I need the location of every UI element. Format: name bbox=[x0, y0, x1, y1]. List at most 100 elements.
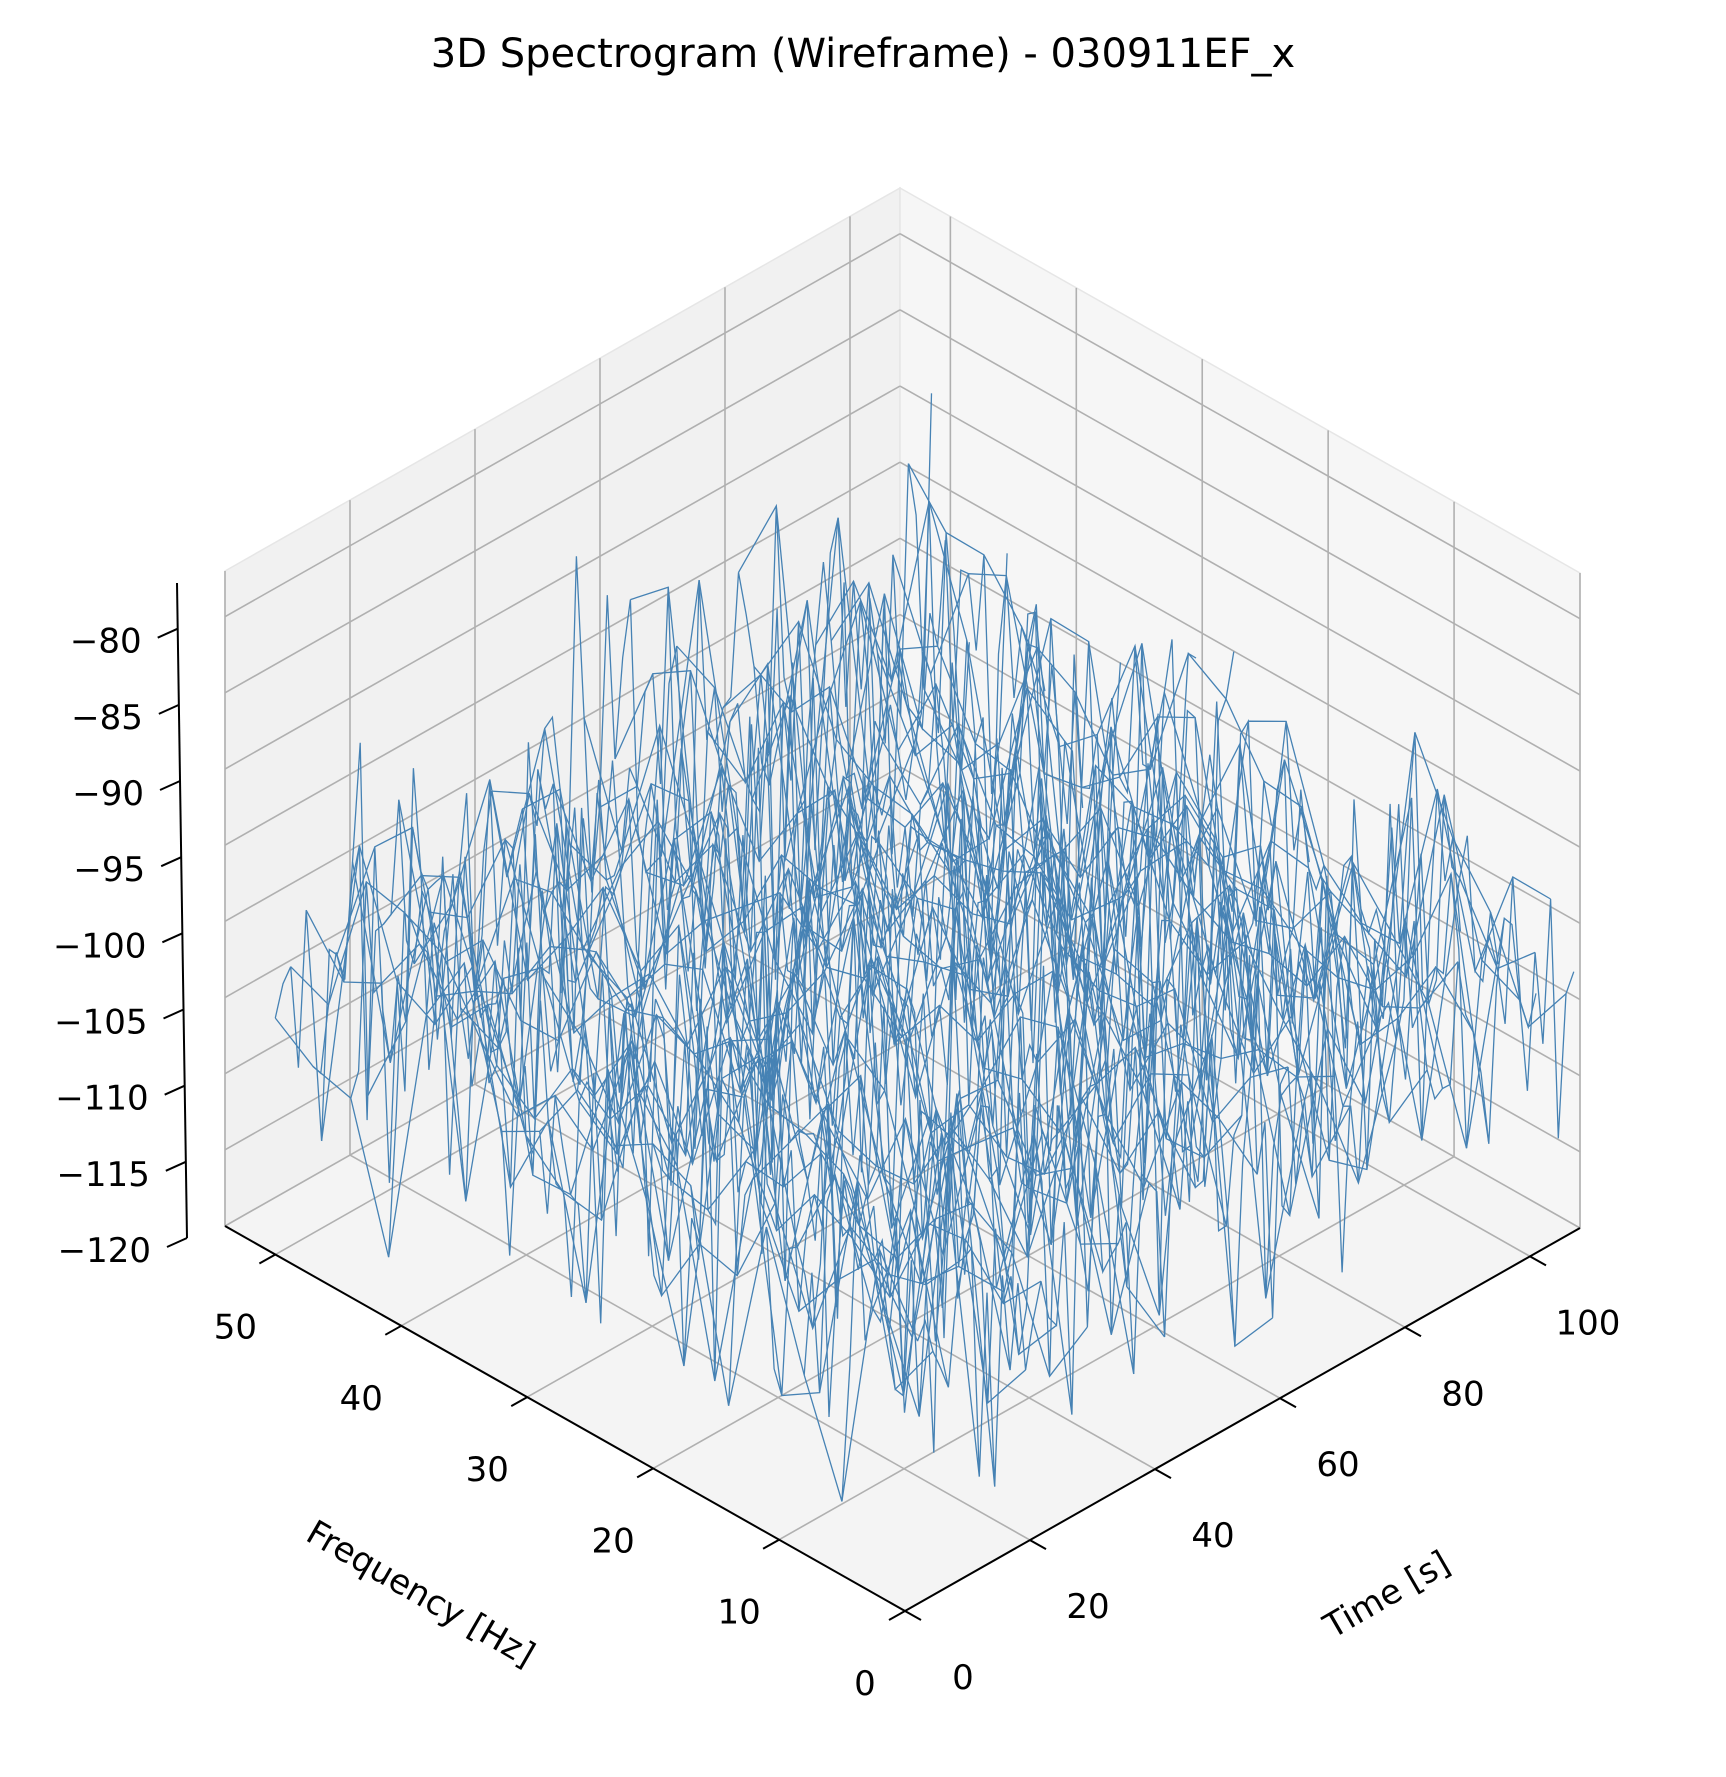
z-tick-label: −120 bbox=[58, 1231, 151, 1271]
z-tick bbox=[165, 1160, 187, 1172]
grid-line-z bbox=[899, 385, 1581, 772]
y-tick bbox=[636, 1467, 654, 1479]
grid-line-y bbox=[778, 1156, 1455, 1541]
y-tick bbox=[258, 1253, 276, 1265]
surface-line-time bbox=[351, 861, 996, 1487]
surface-line-time bbox=[861, 617, 1505, 1149]
wireframe-surface bbox=[274, 393, 1575, 1502]
z-tick-label: −115 bbox=[56, 1155, 149, 1195]
grid-line-z bbox=[224, 385, 901, 770]
surface-line-freq bbox=[539, 643, 1197, 1303]
surface-line-time bbox=[830, 581, 1474, 1046]
surface-line-time bbox=[491, 790, 1135, 1375]
y-tick-label: 40 bbox=[340, 1379, 383, 1419]
x-tick-label: 40 bbox=[1191, 1516, 1234, 1556]
surface-line-time bbox=[923, 646, 1567, 1033]
y-tick-label: 10 bbox=[717, 1593, 760, 1633]
tick-labels: 0 20 40 60 80 100 0 10 20 30 40 50 −120 −115 −110 −105 −… bbox=[53, 622, 1620, 1704]
y-axis-line bbox=[224, 1225, 906, 1612]
surface-line-time bbox=[722, 620, 1366, 1216]
surface-line-time bbox=[660, 580, 1305, 1299]
grid-line-z bbox=[899, 689, 1581, 1077]
x-axis-label: Time [s] bbox=[1316, 1543, 1457, 1647]
chart-title: 3D Spectrogram (Wireframe) - 030911EF_x bbox=[431, 31, 1295, 77]
grid-line-x bbox=[349, 1154, 1031, 1541]
surface-line-time bbox=[290, 880, 934, 1397]
surface-line-time bbox=[845, 593, 1490, 1144]
grid-line-z bbox=[224, 842, 901, 1227]
surface-line-time bbox=[583, 717, 1227, 1226]
surface-line-time bbox=[444, 939, 1088, 1378]
y-tick-label: 0 bbox=[854, 1664, 876, 1704]
grid-line-z bbox=[899, 309, 1581, 696]
surface-line-time bbox=[552, 783, 1196, 1188]
surface-line-time bbox=[892, 554, 1536, 1141]
grid-line-y bbox=[274, 870, 951, 1256]
z-tick-label: −110 bbox=[55, 1079, 148, 1119]
surface-line-time bbox=[907, 463, 1551, 986]
z-tick bbox=[166, 1237, 188, 1248]
x-tick-label: 20 bbox=[1066, 1587, 1109, 1627]
y-tick bbox=[888, 1610, 906, 1621]
surface-line-time bbox=[645, 765, 1289, 1124]
surface-line-time bbox=[413, 779, 1057, 1356]
surface-line-time bbox=[274, 961, 919, 1502]
grid-line-z bbox=[899, 461, 1581, 848]
z-tick-label: −105 bbox=[54, 1003, 147, 1043]
x-tick-label: 100 bbox=[1556, 1303, 1621, 1343]
z-tick bbox=[160, 856, 182, 868]
surface-line-time bbox=[506, 728, 1150, 1335]
surface-line-time bbox=[630, 586, 1273, 1348]
surface-line-time bbox=[799, 517, 1444, 1171]
surface-line-time bbox=[336, 826, 980, 1477]
surface-line-freq bbox=[614, 719, 1273, 1296]
grid-line-z bbox=[899, 233, 1581, 620]
z-tick bbox=[163, 1008, 184, 1020]
x-tick bbox=[1279, 1397, 1297, 1409]
x-tick-label: 60 bbox=[1316, 1445, 1359, 1485]
z-tick-label: −85 bbox=[71, 698, 143, 738]
surface-line-time bbox=[382, 874, 1027, 1405]
z-tick-label: −100 bbox=[53, 926, 146, 966]
surface-line-time bbox=[614, 670, 1258, 1236]
surface-line-time bbox=[707, 700, 1351, 1179]
surface-line-time bbox=[398, 799, 1042, 1305]
y-tick-label: 30 bbox=[466, 1450, 509, 1490]
surface-line-time bbox=[876, 640, 1521, 1001]
z-tick bbox=[157, 627, 179, 639]
grid-line-y bbox=[526, 1013, 1203, 1398]
z-tick bbox=[158, 703, 180, 715]
grid-line-z bbox=[224, 309, 901, 694]
z-tick bbox=[159, 780, 181, 791]
surface-line-time bbox=[568, 811, 1212, 1150]
x-tick bbox=[1529, 1255, 1547, 1267]
y-axis-label: Frequency [Hz] bbox=[299, 1513, 541, 1676]
y-tick-label: 20 bbox=[592, 1521, 635, 1561]
x-tick bbox=[1404, 1326, 1422, 1338]
surface-line-time bbox=[768, 600, 1413, 1076]
surface-line-freq bbox=[350, 540, 1008, 1183]
surface-line-time bbox=[784, 598, 1428, 1125]
y-tick bbox=[762, 1538, 780, 1550]
z-tick-label: −80 bbox=[70, 622, 142, 662]
x-tick-label: 80 bbox=[1441, 1374, 1484, 1414]
z-tick bbox=[164, 1084, 186, 1096]
grid-line-x bbox=[849, 870, 1531, 1258]
surface-line-freq bbox=[312, 505, 970, 1121]
y-tick-label: 50 bbox=[214, 1308, 257, 1348]
grid-line-z bbox=[224, 461, 901, 846]
axes bbox=[157, 582, 1581, 1621]
x-tick bbox=[1154, 1468, 1172, 1480]
surface-line-time bbox=[599, 785, 1243, 1218]
y-tick bbox=[510, 1396, 528, 1407]
x-tick bbox=[904, 1610, 922, 1621]
surface-line-time bbox=[429, 837, 1073, 1415]
grid-line-z bbox=[224, 233, 901, 618]
surface-line-time bbox=[475, 877, 1119, 1264]
z-tick bbox=[161, 932, 183, 944]
z-tick-label: −90 bbox=[72, 774, 144, 814]
y-tick bbox=[384, 1324, 402, 1336]
surface-line-time bbox=[691, 661, 1335, 1078]
grid-line-z bbox=[224, 537, 901, 923]
